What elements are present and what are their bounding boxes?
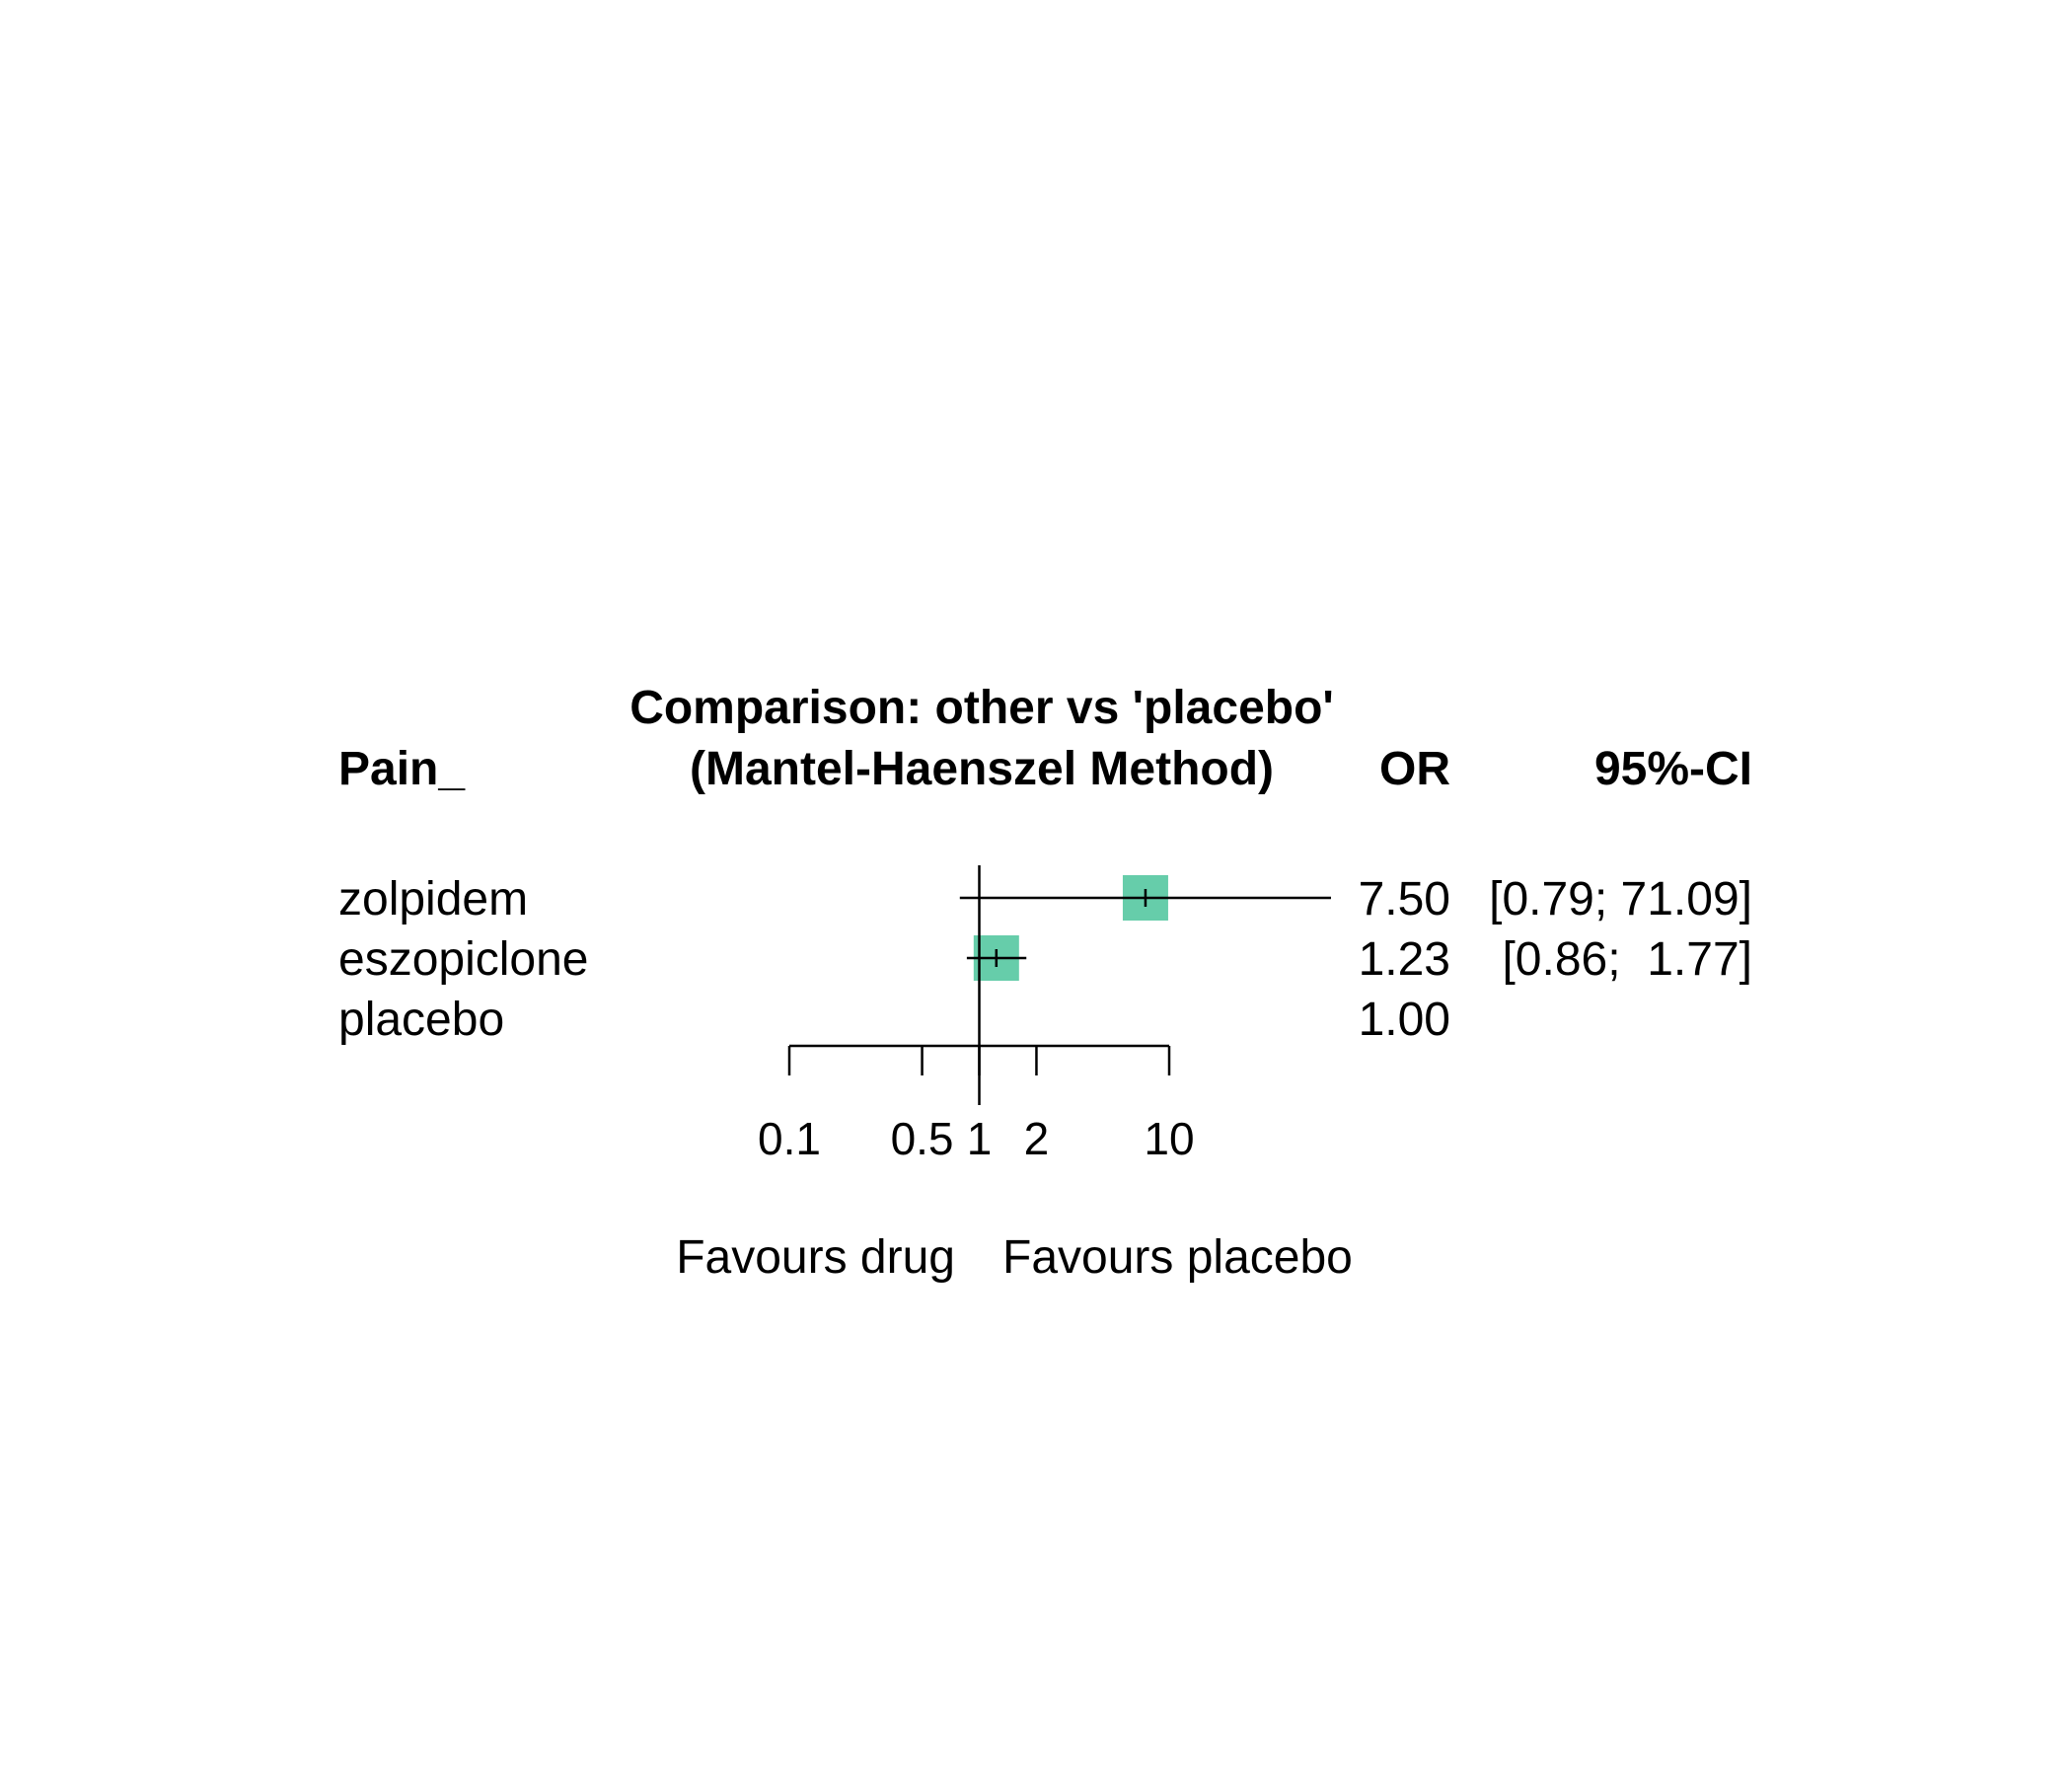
study-row: eszopiclone 1.23 [0.86; 1.77] <box>338 933 1752 986</box>
ci-value: [0.86; 1.77] <box>1502 933 1752 986</box>
x-tick-label: 0.1 <box>758 1113 821 1164</box>
study-rows: zolpidem 7.50 [0.79; 71.09] eszopiclone 1.23… <box>338 873 1752 1046</box>
favours-drug-label: Favours drug <box>676 1231 955 1284</box>
study-row: placebo 1.00 <box>338 994 1450 1046</box>
or-value: 1.00 <box>1359 994 1450 1046</box>
study-label: eszopiclone <box>338 933 589 986</box>
column-header-label: Pain_ <box>338 743 466 795</box>
x-axis: 0.1 0.5 1 2 10 <box>758 865 1195 1164</box>
or-value: 1.23 <box>1359 933 1450 986</box>
method-subtitle: (Mantel-Haenszel Method) <box>690 743 1274 795</box>
favours-placebo-label: Favours placebo <box>1002 1231 1353 1284</box>
ci-value: [0.79; 71.09] <box>1489 873 1752 925</box>
study-label: placebo <box>338 994 504 1046</box>
x-tick-label: 1 <box>967 1113 993 1164</box>
study-row: zolpidem 7.50 [0.79; 71.09] <box>338 873 1752 925</box>
study-label: zolpidem <box>338 873 528 925</box>
comparison-title: Comparison: other vs 'placebo' <box>629 682 1334 734</box>
ci-column-header: 95%-CI <box>1594 743 1752 795</box>
or-column-header: OR <box>1379 743 1450 795</box>
x-tick-label: 10 <box>1144 1113 1194 1164</box>
x-tick-label: 2 <box>1024 1113 1050 1164</box>
or-value: 7.50 <box>1359 873 1450 925</box>
x-tick-label: 0.5 <box>891 1113 954 1164</box>
